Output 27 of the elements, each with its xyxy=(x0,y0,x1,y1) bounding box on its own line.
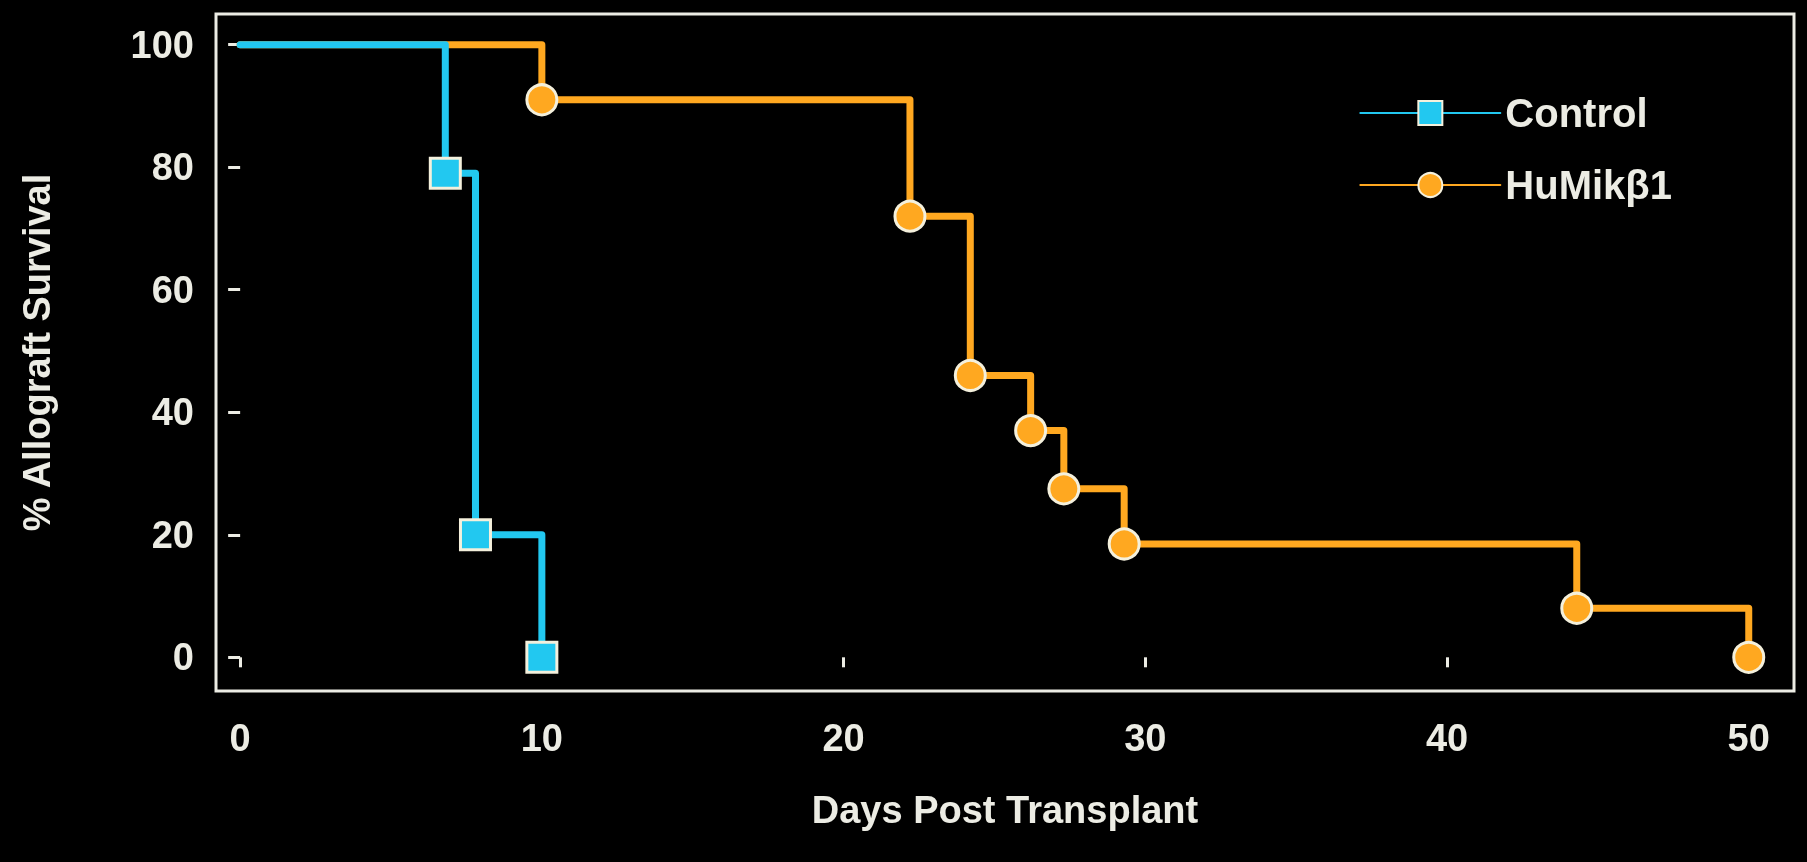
y-tick-label: 0 xyxy=(172,636,194,679)
x-tick-label: 0 xyxy=(229,717,251,759)
point xyxy=(1014,414,1048,448)
y-tick-label: 100 xyxy=(130,23,194,66)
point xyxy=(525,640,559,674)
point xyxy=(893,199,927,233)
x-tick-label: 10 xyxy=(520,717,563,759)
legend-label: HuMikβ1 xyxy=(1505,163,1673,207)
point xyxy=(1560,591,1594,625)
legend-label: Control xyxy=(1505,91,1648,135)
y-axis-title: % Allograft Survival xyxy=(16,173,58,532)
y-tick-label: 60 xyxy=(151,268,194,311)
point xyxy=(1047,472,1081,506)
point xyxy=(953,358,987,392)
point xyxy=(525,83,559,117)
x-axis-title: Days Post Transplant xyxy=(811,789,1199,831)
y-tick-label: 40 xyxy=(151,391,194,434)
x-tick-label: 20 xyxy=(822,717,865,759)
y-tick-label: 80 xyxy=(151,146,194,189)
point xyxy=(1732,640,1766,674)
x-tick-label: 40 xyxy=(1425,717,1469,759)
point xyxy=(458,518,492,552)
y-tick-label: 20 xyxy=(151,513,194,556)
point xyxy=(428,156,462,190)
x-tick-label: 50 xyxy=(1727,717,1770,759)
point xyxy=(1107,527,1141,561)
x-tick-label: 30 xyxy=(1124,717,1167,759)
